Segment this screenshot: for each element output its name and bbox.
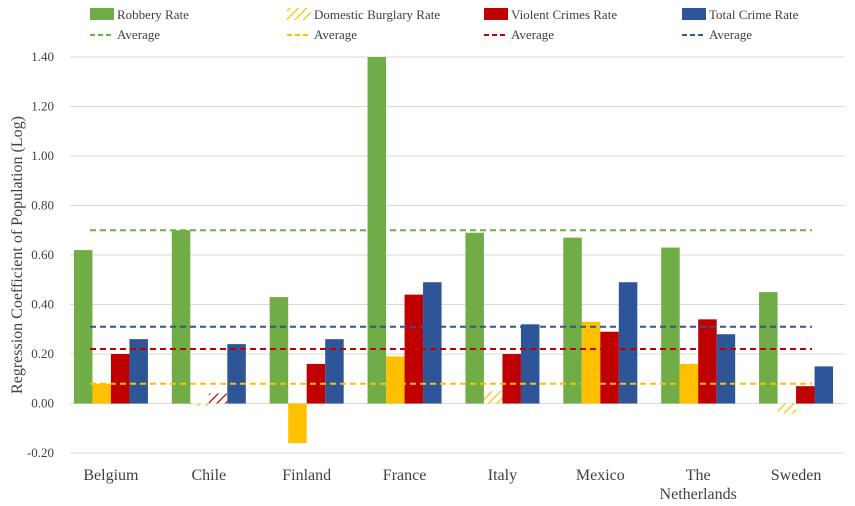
bar <box>483 391 503 404</box>
y-tick-label: 0.60 <box>31 247 54 262</box>
bar <box>92 383 111 404</box>
legend-average-label: Average <box>511 27 554 42</box>
y-tick-label: -0.20 <box>27 445 54 460</box>
x-tick-label: Finland <box>282 467 331 484</box>
bar <box>269 297 289 404</box>
legend-label: Robbery Rate <box>117 7 189 22</box>
bar <box>759 292 778 404</box>
bar <box>661 247 680 404</box>
bar <box>325 339 344 404</box>
y-tick-label: 0.20 <box>31 346 54 361</box>
legend-average-label: Average <box>314 27 357 42</box>
bar <box>502 354 521 404</box>
legend-label: Violent Crimes Rate <box>511 7 617 22</box>
bar <box>73 250 93 404</box>
bar <box>227 344 246 404</box>
bar <box>679 363 699 404</box>
bar <box>110 354 130 404</box>
bar <box>520 324 540 404</box>
bar <box>563 237 582 404</box>
y-tick-label: 0.00 <box>31 396 54 411</box>
y-tick-label: 1.20 <box>31 99 54 114</box>
legend-swatch <box>287 8 311 20</box>
y-axis-ticks: -0.20 0.00 0.20 0.40 0.60 0.80 1.00 1.20 1.40 <box>27 49 54 460</box>
legend-average-label: Average <box>709 27 752 42</box>
x-tick-label: Chile <box>191 467 226 484</box>
legend-average-label: Average <box>117 27 160 42</box>
bar <box>190 403 209 406</box>
x-tick-label: Mexico <box>576 467 625 484</box>
y-tick-label: 0.40 <box>31 297 54 312</box>
bar <box>581 321 601 404</box>
bar <box>367 57 387 404</box>
bar <box>171 230 191 404</box>
legend-label: Total Crime Rate <box>709 7 799 22</box>
legend-swatch <box>90 8 114 20</box>
legend: Robbery Rate Average Domestic Burglary Rat… <box>90 7 799 42</box>
y-axis-label: Regression Coefficient of Population (Lo… <box>9 116 26 394</box>
bar <box>600 331 619 404</box>
bar <box>796 386 815 404</box>
bar <box>716 334 736 404</box>
x-tick-label: France <box>383 467 427 484</box>
x-axis-labels: Belgium Chile Finland France Italy Mexico The N… <box>83 467 821 503</box>
y-tick-label: 1.40 <box>31 49 54 64</box>
x-tick-label: Belgium <box>83 467 139 484</box>
bar <box>618 282 638 404</box>
bar <box>465 232 484 404</box>
bar <box>129 339 148 404</box>
bar <box>386 356 405 404</box>
legend-label: Domestic Burglary Rate <box>314 7 440 22</box>
bar <box>208 393 228 404</box>
x-tick-label: The Netherlands <box>660 467 737 503</box>
bar <box>814 366 834 404</box>
y-tick-label: 1.00 <box>31 148 54 163</box>
average-lines <box>90 229 812 385</box>
legend-swatch <box>484 8 508 20</box>
x-tick-label: Italy <box>488 467 517 484</box>
bar <box>288 403 307 444</box>
y-tick-label: 0.80 <box>31 198 54 213</box>
bar <box>777 403 797 414</box>
legend-swatch <box>682 8 706 20</box>
bars <box>73 57 834 444</box>
bar <box>423 282 442 404</box>
x-tick-label: Sweden <box>771 467 822 484</box>
bar <box>698 319 717 404</box>
